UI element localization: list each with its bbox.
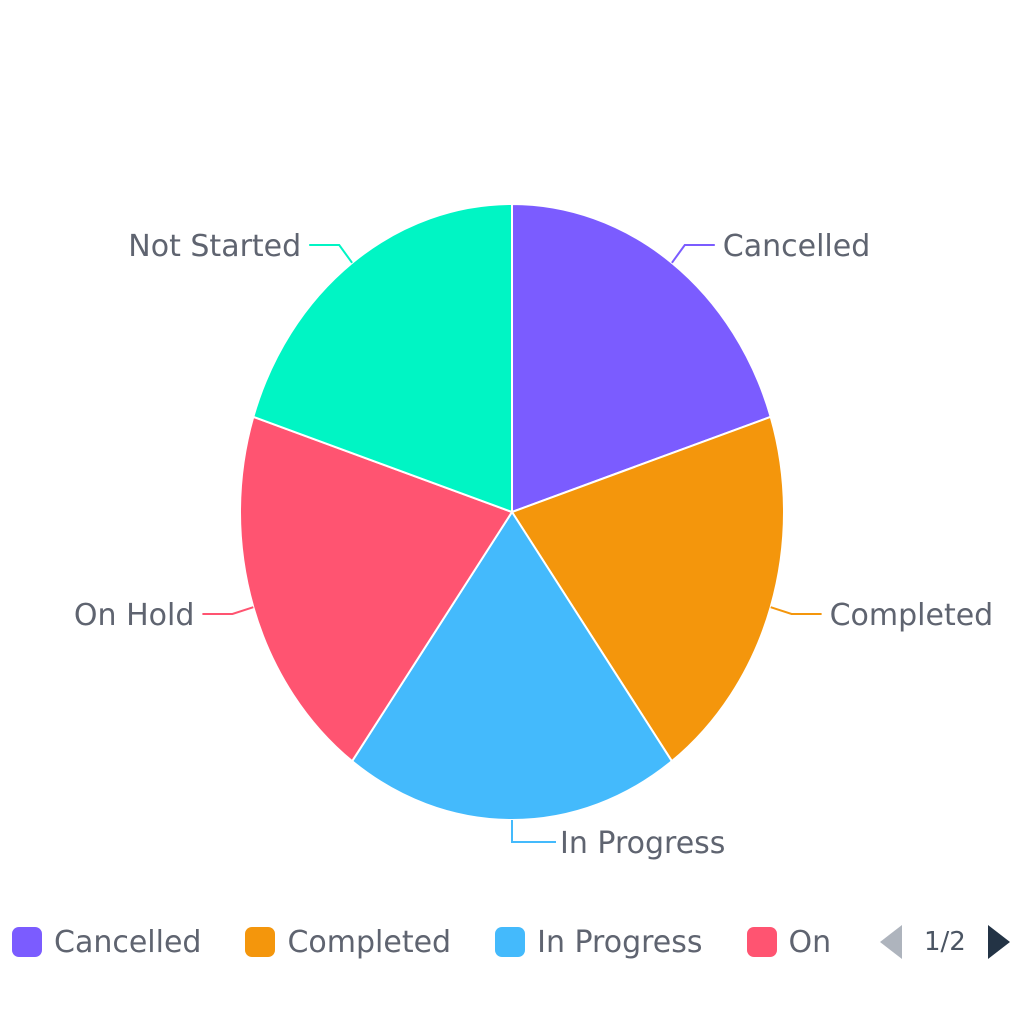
legend-item-in-progress[interactable]: In Progress bbox=[495, 924, 703, 960]
slice-labels: Cancelled Completed In Progress On Hold Not … bbox=[74, 229, 993, 861]
slice-label-cancelled: Cancelled bbox=[723, 229, 870, 264]
legend-item-cancelled[interactable]: Cancelled bbox=[12, 925, 201, 960]
legend-label: In Progress bbox=[537, 924, 703, 960]
leader-line-in-progress bbox=[511, 820, 556, 843]
legend-item-completed[interactable]: Completed bbox=[245, 925, 451, 960]
next-page-icon[interactable] bbox=[987, 925, 1010, 959]
leader-line-completed bbox=[770, 606, 822, 615]
slice-label-not-started: Not Started bbox=[128, 229, 301, 264]
legend-swatch-cancelled bbox=[12, 927, 42, 957]
slice-leader-lines bbox=[202, 244, 822, 843]
legend-label: Cancelled bbox=[54, 924, 202, 960]
previous-page-icon[interactable] bbox=[880, 925, 902, 959]
legend-label: On Hold bbox=[788, 924, 838, 960]
legend-page-indicator: 1/2 bbox=[924, 927, 966, 957]
legend-swatch-on-hold bbox=[746, 927, 777, 957]
pie-slice-in-progress[interactable] bbox=[350, 510, 674, 821]
pie-slices bbox=[239, 202, 785, 821]
legend-pager: 1/2 bbox=[880, 925, 1010, 959]
slice-label-completed: Completed bbox=[830, 598, 994, 633]
slice-label-in-progress: In Progress bbox=[560, 826, 725, 861]
pie-slice-not-started[interactable] bbox=[252, 202, 513, 514]
slice-label-on-hold: On Hold bbox=[74, 598, 194, 633]
legend-swatch-completed bbox=[245, 927, 276, 957]
pie-slice-cancelled[interactable] bbox=[511, 202, 772, 514]
legend-swatch-in-progress bbox=[495, 927, 526, 957]
legend-item-on-hold[interactable]: On Hold bbox=[746, 924, 838, 960]
leader-line-on-hold bbox=[202, 606, 254, 615]
legend-label: Completed bbox=[287, 924, 452, 960]
pie-slice-completed[interactable] bbox=[510, 415, 785, 763]
pie-slice-on-hold[interactable] bbox=[239, 415, 514, 763]
legend-items: Cancelled Completed In Progress On Hold bbox=[12, 916, 838, 968]
legend: Cancelled Completed In Progress On Hold … bbox=[12, 916, 1012, 968]
leader-line-not-started bbox=[309, 244, 353, 264]
leader-line-cancelled bbox=[671, 244, 715, 264]
